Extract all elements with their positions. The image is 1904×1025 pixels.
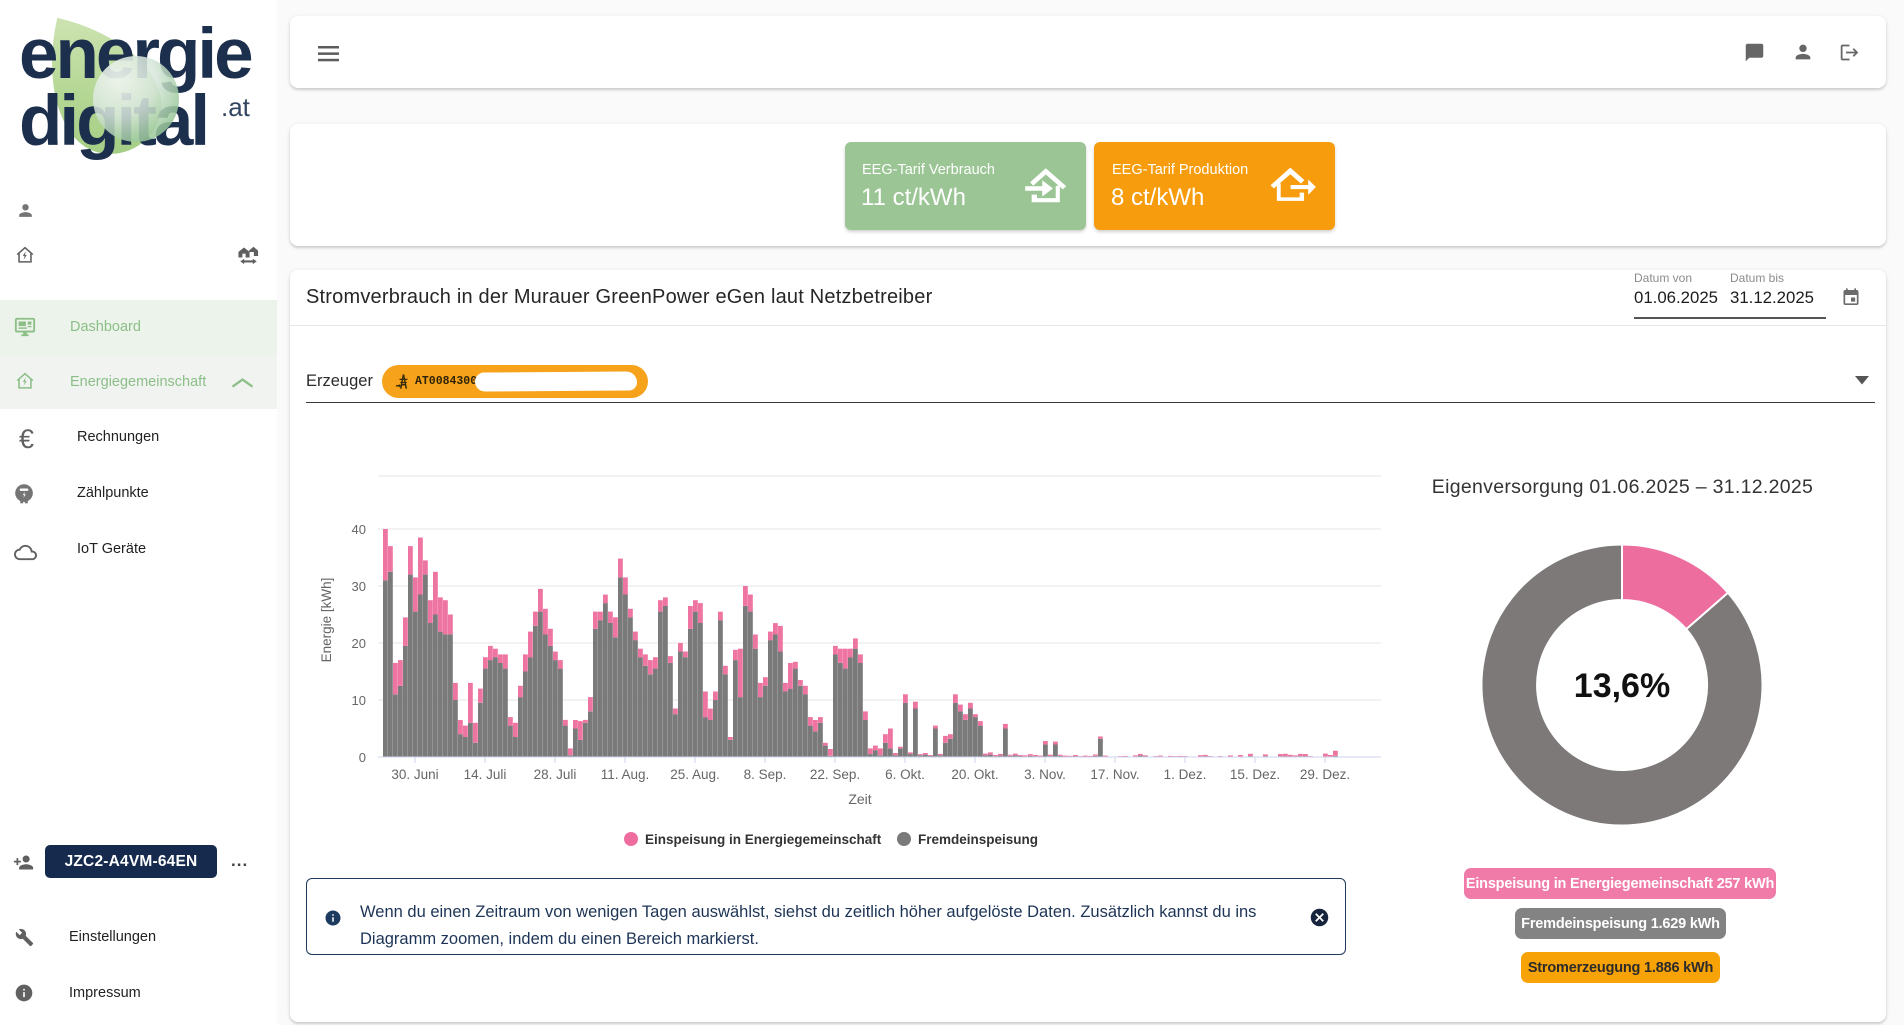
svg-text:29. Dez.: 29. Dez. [1300, 767, 1350, 782]
svg-text:0: 0 [359, 750, 366, 765]
svg-text:30. Juni: 30. Juni [391, 767, 438, 782]
svg-text:3. Nov.: 3. Nov. [1024, 767, 1066, 782]
svg-text:15. Dez.: 15. Dez. [1230, 767, 1280, 782]
svg-text:Einspeisung in Energiegemeinsc: Einspeisung in Energiegemeinschaft [645, 832, 882, 847]
svg-text:14. Juli: 14. Juli [464, 767, 507, 782]
svg-text:13,6%: 13,6% [1574, 667, 1670, 705]
svg-text:Energie [kWh]: Energie [kWh] [319, 578, 334, 663]
svg-text:6. Okt.: 6. Okt. [885, 767, 925, 782]
svg-text:Zeit: Zeit [848, 791, 871, 807]
svg-text:11. Aug.: 11. Aug. [601, 767, 650, 782]
svg-text:25. Aug.: 25. Aug. [670, 767, 720, 782]
svg-text:1. Dez.: 1. Dez. [1164, 767, 1207, 782]
svg-text:17. Nov.: 17. Nov. [1090, 767, 1139, 782]
svg-text:20. Okt.: 20. Okt. [951, 767, 998, 782]
svg-text:Fremdeinspeisung: Fremdeinspeisung [918, 832, 1038, 847]
svg-text:10: 10 [352, 693, 366, 708]
svg-text:28. Juli: 28. Juli [534, 767, 577, 782]
svg-text:8. Sep.: 8. Sep. [744, 767, 787, 782]
svg-text:20: 20 [352, 636, 366, 651]
svg-text:30: 30 [352, 579, 366, 594]
svg-text:22. Sep.: 22. Sep. [810, 767, 860, 782]
svg-text:40: 40 [352, 522, 366, 537]
